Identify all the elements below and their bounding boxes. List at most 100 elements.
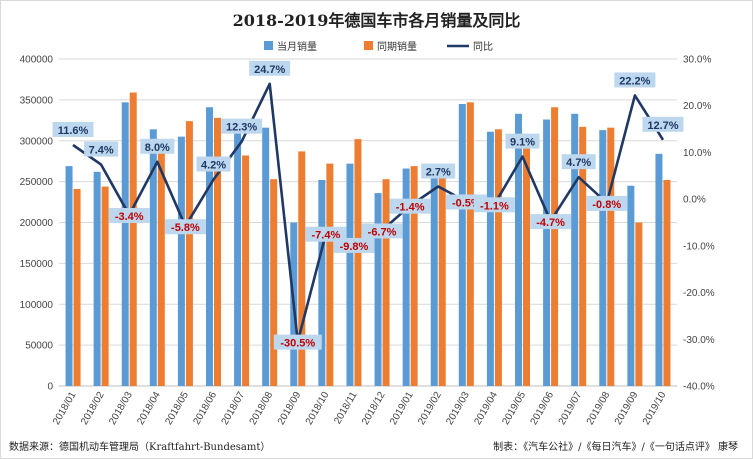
y-right-tick-label: -20.0% bbox=[683, 288, 715, 299]
data-label: 9.1% bbox=[510, 137, 535, 149]
y-left-tick-label: 100000 bbox=[20, 300, 54, 311]
bar-current-month bbox=[121, 102, 129, 386]
x-tick-label: 2018/12 bbox=[360, 390, 388, 427]
bar-prior-year bbox=[242, 155, 250, 386]
data-label-box bbox=[140, 138, 175, 154]
data-label-box bbox=[221, 118, 263, 134]
bar-current-month bbox=[177, 136, 185, 386]
bar-current-month bbox=[627, 185, 635, 386]
bar-current-month bbox=[149, 129, 157, 386]
data-label: -6.7% bbox=[368, 226, 397, 238]
data-label: 4.2% bbox=[201, 160, 226, 172]
bar-current-month bbox=[374, 193, 382, 386]
x-tick-label: 2018/04 bbox=[135, 390, 163, 427]
bar-current-month bbox=[486, 131, 494, 386]
data-label: -0.8% bbox=[592, 199, 621, 211]
bar-current-month bbox=[318, 179, 326, 386]
data-label-box bbox=[473, 197, 515, 213]
data-label-box bbox=[614, 72, 656, 88]
y-right-tick-label: 0.0% bbox=[683, 195, 706, 206]
data-label-box bbox=[421, 163, 456, 179]
x-tick-label: 2018/10 bbox=[304, 390, 332, 427]
data-label: 4.7% bbox=[566, 157, 591, 169]
x-tick-label: 2018/08 bbox=[248, 390, 276, 427]
bar-current-month bbox=[599, 130, 607, 386]
x-tick-label: 2019/08 bbox=[585, 390, 613, 427]
bar-prior-year bbox=[214, 117, 221, 387]
chart-title: 2018-2019年德国车市各月销量及同比 bbox=[232, 11, 521, 30]
legend-swatch bbox=[264, 41, 273, 50]
y-right-tick-label: -40.0% bbox=[683, 382, 715, 393]
legend-label: 同期销量 bbox=[377, 40, 417, 53]
x-tick-label: 2019/09 bbox=[613, 390, 641, 427]
bar-prior-year bbox=[73, 188, 81, 386]
bar-current-month bbox=[430, 166, 438, 386]
data-label: 11.6% bbox=[58, 125, 89, 137]
data-label: -30.5% bbox=[280, 338, 315, 350]
data-label-box bbox=[642, 116, 684, 132]
y-left-tick-label: 400000 bbox=[20, 55, 54, 66]
x-tick-label: 2018/05 bbox=[163, 390, 191, 427]
y-left-tick-label: 150000 bbox=[20, 259, 54, 270]
data-label-box bbox=[164, 219, 206, 235]
x-tick-label: 2019/04 bbox=[472, 390, 500, 427]
bar-prior-year bbox=[551, 107, 559, 387]
x-tick-label: 2018/03 bbox=[107, 390, 135, 427]
data-label-box bbox=[389, 198, 431, 214]
bar-prior-year bbox=[129, 92, 137, 386]
data-label-box bbox=[561, 154, 596, 170]
bar-prior-year bbox=[298, 151, 306, 386]
x-tick-label: 2019/10 bbox=[641, 390, 669, 427]
x-tick-label: 2019/03 bbox=[444, 390, 472, 427]
bar-current-month bbox=[65, 166, 73, 386]
bar-prior-year bbox=[494, 129, 502, 386]
y-left-tick-label: 300000 bbox=[20, 136, 54, 147]
x-tick-label: 2019/05 bbox=[500, 390, 528, 427]
bar-prior-year bbox=[354, 139, 362, 386]
bar-prior-year bbox=[382, 179, 390, 386]
bar-prior-year bbox=[185, 121, 193, 386]
bar-prior-year bbox=[635, 222, 643, 386]
bar-current-month bbox=[515, 113, 522, 387]
legend-label: 当月销量 bbox=[277, 40, 317, 53]
legend-swatch bbox=[364, 41, 373, 50]
x-tick-label: 2018/11 bbox=[332, 390, 359, 427]
y-left-tick-label: 50000 bbox=[25, 341, 53, 352]
x-tick-label: 2019/06 bbox=[529, 390, 557, 427]
bar-prior-year bbox=[326, 163, 334, 386]
x-tick-label: 2019/07 bbox=[557, 390, 585, 427]
legend-label: 同比 bbox=[473, 41, 493, 53]
y-right-tick-label: 30.0% bbox=[683, 55, 711, 66]
bar-current-month bbox=[655, 153, 663, 386]
bar-current-month bbox=[458, 103, 466, 387]
source-note: 数据来源：德国机动车管理局（Kraftfahrt-Bundesamt） bbox=[9, 442, 271, 453]
data-label-box bbox=[196, 156, 231, 172]
bar-current-month bbox=[262, 127, 270, 387]
bar-current-month bbox=[93, 171, 101, 386]
x-tick-label: 2018/07 bbox=[220, 390, 248, 427]
data-label-box bbox=[586, 195, 628, 211]
data-label: -9.8% bbox=[340, 241, 369, 253]
data-label: -7.4% bbox=[311, 230, 340, 242]
x-tick-label: 2018/06 bbox=[191, 390, 219, 427]
y-right-tick-label: 10.0% bbox=[683, 148, 711, 159]
bar-prior-year bbox=[101, 186, 109, 386]
bar-prior-year bbox=[663, 179, 671, 386]
y-left-tick-label: 250000 bbox=[20, 177, 54, 188]
data-label: -1.4% bbox=[396, 202, 425, 214]
data-label: -5.8% bbox=[171, 222, 200, 234]
bar-prior-year bbox=[579, 126, 587, 386]
data-label-box bbox=[333, 237, 375, 253]
data-label-box bbox=[361, 223, 403, 239]
data-label: 7.4% bbox=[89, 145, 114, 157]
bar-current-month bbox=[543, 119, 551, 387]
x-tick-label: 2018/01 bbox=[51, 390, 79, 427]
bar-current-month bbox=[346, 163, 354, 386]
data-label: 12.3% bbox=[226, 122, 257, 134]
data-label-box bbox=[84, 141, 119, 157]
bar-prior-year bbox=[270, 179, 278, 386]
y-left-tick-label: 0 bbox=[47, 382, 53, 393]
data-label-box bbox=[505, 133, 540, 149]
bar-prior-year bbox=[157, 148, 165, 386]
